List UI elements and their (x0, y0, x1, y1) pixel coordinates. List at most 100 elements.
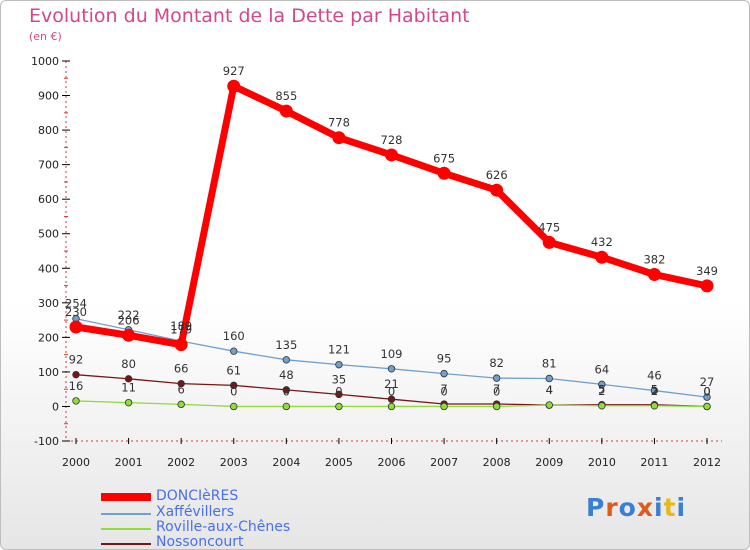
x-tick-label: 2007 (430, 456, 458, 469)
data-point (595, 250, 609, 264)
data-label: 855 (275, 89, 297, 103)
data-point (440, 402, 448, 411)
data-label: 349 (696, 264, 718, 278)
data-point (598, 402, 606, 410)
data-label: 189 (170, 319, 192, 333)
data-label: 230 (65, 305, 87, 319)
chart-title: Evolution du Montant de la Dette par Hab… (29, 5, 470, 27)
data-label: 0 (703, 384, 710, 398)
y-tick-label: 0 (52, 400, 59, 413)
data-point (598, 380, 606, 389)
data-point (282, 356, 291, 364)
data-label: 0 (230, 384, 237, 398)
data-label: 61 (226, 363, 241, 377)
data-point (647, 267, 661, 281)
data-point (385, 148, 398, 162)
logo-letter: o (618, 493, 637, 522)
x-tick-label: 2001 (115, 456, 143, 469)
data-label: 206 (118, 313, 140, 327)
x-tick-label: 2012 (693, 456, 721, 469)
data-label: 675 (433, 151, 455, 165)
x-tick-label: 2000 (62, 456, 90, 469)
data-label: 927 (223, 64, 245, 78)
legend-label: Roville-aux-Chênes (156, 519, 291, 535)
logo-letter: i (654, 493, 664, 522)
data-label: 626 (486, 168, 508, 182)
data-point (650, 402, 659, 410)
data-point (703, 393, 711, 401)
data-point (72, 397, 80, 405)
proxiti-logo: Proxiti (586, 493, 686, 522)
data-label: 0 (440, 384, 447, 398)
logo-letter: r (605, 493, 619, 522)
y-tick-label: 100 (38, 366, 59, 379)
data-point (542, 235, 556, 249)
data-label: 64 (595, 362, 610, 376)
data-point (174, 338, 188, 352)
data-point (492, 402, 501, 411)
x-tick-label: 2002 (167, 456, 195, 469)
chart-subtitle: (en €) (29, 30, 62, 43)
data-label: 135 (275, 338, 297, 352)
data-point (69, 320, 83, 334)
x-tick-label: 2004 (272, 456, 300, 469)
data-label: 11 (121, 381, 136, 395)
data-point (490, 183, 504, 197)
data-label: 80 (121, 357, 136, 371)
data-point (700, 279, 714, 293)
data-label: 81 (542, 356, 557, 370)
data-point (545, 401, 553, 409)
x-tick-label: 2005 (325, 456, 353, 469)
logo-letter: i (676, 493, 687, 522)
data-label: 0 (283, 384, 290, 398)
data-label: 432 (591, 235, 613, 249)
data-label: 66 (174, 362, 189, 376)
x-tick-label: 2003 (220, 456, 248, 469)
data-label: 2 (651, 384, 658, 398)
data-point (124, 375, 133, 383)
data-label: 48 (279, 368, 294, 382)
x-tick-label: 2010 (588, 456, 616, 469)
x-tick-label: 2008 (483, 456, 511, 469)
legend-swatch (101, 493, 151, 501)
logo-letter: x (636, 493, 654, 522)
y-tick-label: 400 (38, 262, 59, 275)
legend-swatch (101, 543, 151, 545)
data-point (124, 398, 133, 407)
data-label: 5 (598, 383, 605, 397)
data-label: 4 (546, 383, 553, 397)
data-label: 0 (388, 384, 395, 398)
data-point (440, 369, 448, 378)
data-point (282, 402, 291, 411)
data-point (230, 381, 238, 390)
y-tick-label: 1000 (31, 55, 59, 68)
data-label: 728 (381, 133, 403, 147)
data-label: 5 (651, 383, 658, 397)
series-line (75, 82, 708, 349)
data-label: 82 (489, 356, 504, 370)
data-label: 0 (335, 384, 342, 398)
data-label: 16 (69, 379, 84, 393)
data-label: 7 (493, 382, 500, 396)
data-label: 475 (538, 220, 560, 234)
y-tick-label: 200 (38, 331, 59, 344)
data-point (177, 379, 185, 388)
data-point (437, 166, 451, 180)
data-label: 222 (118, 308, 140, 322)
data-label: 21 (384, 377, 399, 391)
data-point (72, 370, 80, 379)
data-point (230, 347, 238, 355)
data-point (387, 395, 396, 403)
y-tick-label: -100 (34, 435, 59, 448)
data-label: 7 (440, 382, 447, 396)
data-point (335, 402, 343, 411)
y-tick-label: 700 (38, 159, 59, 172)
data-point (335, 360, 343, 369)
legend-label: Nossoncourt (156, 534, 244, 550)
x-tick-label: 2011 (640, 456, 668, 469)
data-label: 2 (598, 384, 605, 398)
data-label: 0 (493, 384, 500, 398)
y-tick-label: 800 (38, 124, 59, 137)
